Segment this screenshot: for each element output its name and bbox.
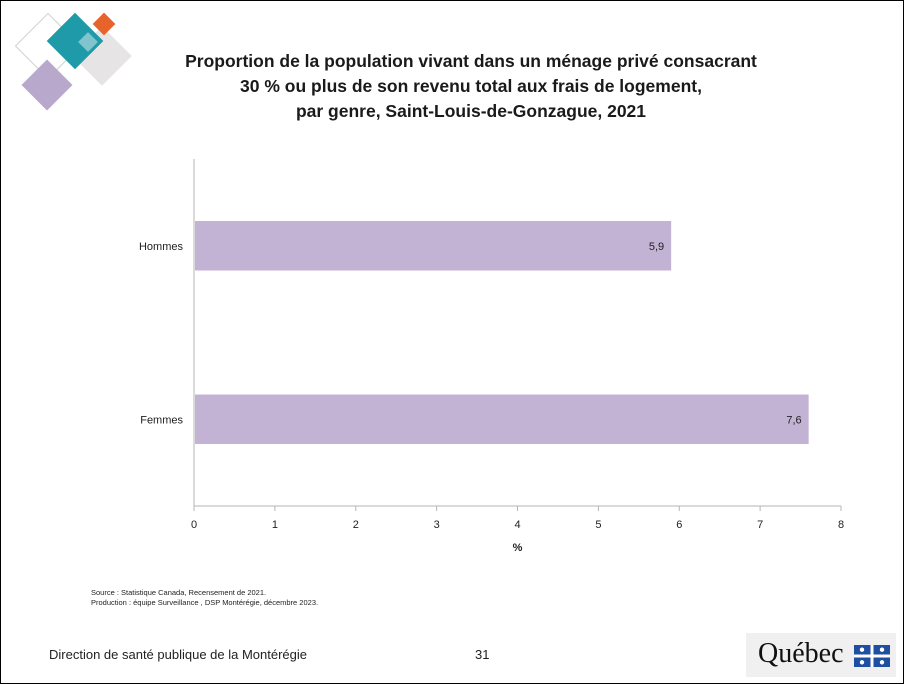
source-note: Source : Statistique Canada, Recensement… — [91, 588, 267, 597]
x-tick-label: 8 — [838, 519, 844, 531]
x-axis-title: % — [513, 542, 523, 554]
orange-diamond-icon — [92, 12, 116, 36]
bar-value-label: 5,9 — [649, 241, 664, 253]
bar-femmes — [195, 394, 809, 444]
footer-organization: Direction de santé publique de la Montér… — [49, 647, 308, 662]
chart-title: Proportion de la population vivant dans … — [151, 49, 791, 124]
category-label: Hommes — [139, 241, 184, 253]
bar-value-label: 7,6 — [786, 414, 801, 426]
bar-chart: 0 1 2 3 4 5 6 7 8% 5,9 Hommes 7,6 Femmes — [139, 159, 844, 554]
chart-title-line-1: Proportion de la population vivant dans … — [185, 51, 757, 71]
chart-title-line-2: 30 % ou plus de son revenu total aux fra… — [240, 76, 702, 96]
x-tick-label: 2 — [353, 519, 359, 531]
x-tick-label: 3 — [434, 519, 440, 531]
production-note: Production : équipe Surveillance , DSP M… — [91, 598, 319, 607]
quebec-wordmark: Québec — [758, 638, 844, 669]
chart-notes: Source : Statistique Canada, Recensement… — [91, 588, 318, 608]
page-number: 31 — [475, 647, 490, 662]
teal-diamond-icon — [46, 12, 104, 70]
lavender-diamond-icon — [21, 59, 73, 111]
teal-light-overlap-icon — [78, 32, 98, 52]
quebec-logo: Québec — [746, 633, 896, 677]
chart-title-line-3: par genre, Saint-Louis-de-Gonzague, 2021 — [295, 101, 647, 121]
x-tick-label: 7 — [757, 519, 763, 531]
decorative-diamond-logo — [15, 12, 132, 111]
x-tick-label: 6 — [676, 519, 682, 531]
bar-hommes — [195, 221, 672, 271]
x-tick-label: 1 — [272, 519, 278, 531]
x-tick-label: 5 — [595, 519, 601, 531]
category-label: Femmes — [140, 414, 183, 426]
x-tick-label: 0 — [191, 519, 197, 531]
quebec-flag-icon — [854, 645, 890, 667]
x-tick-label: 4 — [514, 519, 520, 531]
